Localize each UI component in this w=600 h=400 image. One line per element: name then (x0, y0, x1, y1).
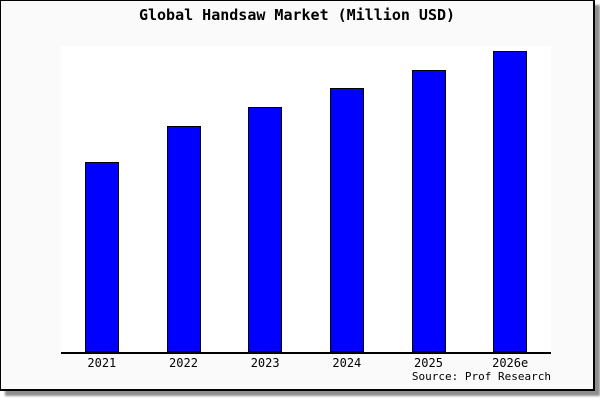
x-tick-2026e: 2026e (492, 356, 529, 370)
bar-2022 (166, 126, 201, 352)
chart-title: Global Handsaw Market (Million USD) (138, 6, 456, 24)
bar-2021 (84, 162, 119, 352)
bar-2025 (411, 70, 446, 352)
bar-2023 (248, 107, 283, 352)
x-tick-2025: 2025 (414, 356, 443, 370)
x-tick-2024: 2024 (332, 356, 362, 370)
source-note: Source: Prof Research (411, 370, 551, 383)
x-tick-2021: 2021 (87, 356, 117, 370)
x-tick-2023: 2023 (250, 356, 280, 370)
chart-frame: Global Handsaw Market (Million USD) 2021… (0, 0, 595, 391)
bar-2024 (329, 88, 364, 352)
bar-2026e (493, 51, 528, 352)
x-tick-2022: 2022 (169, 356, 198, 370)
plot-area (61, 46, 551, 354)
